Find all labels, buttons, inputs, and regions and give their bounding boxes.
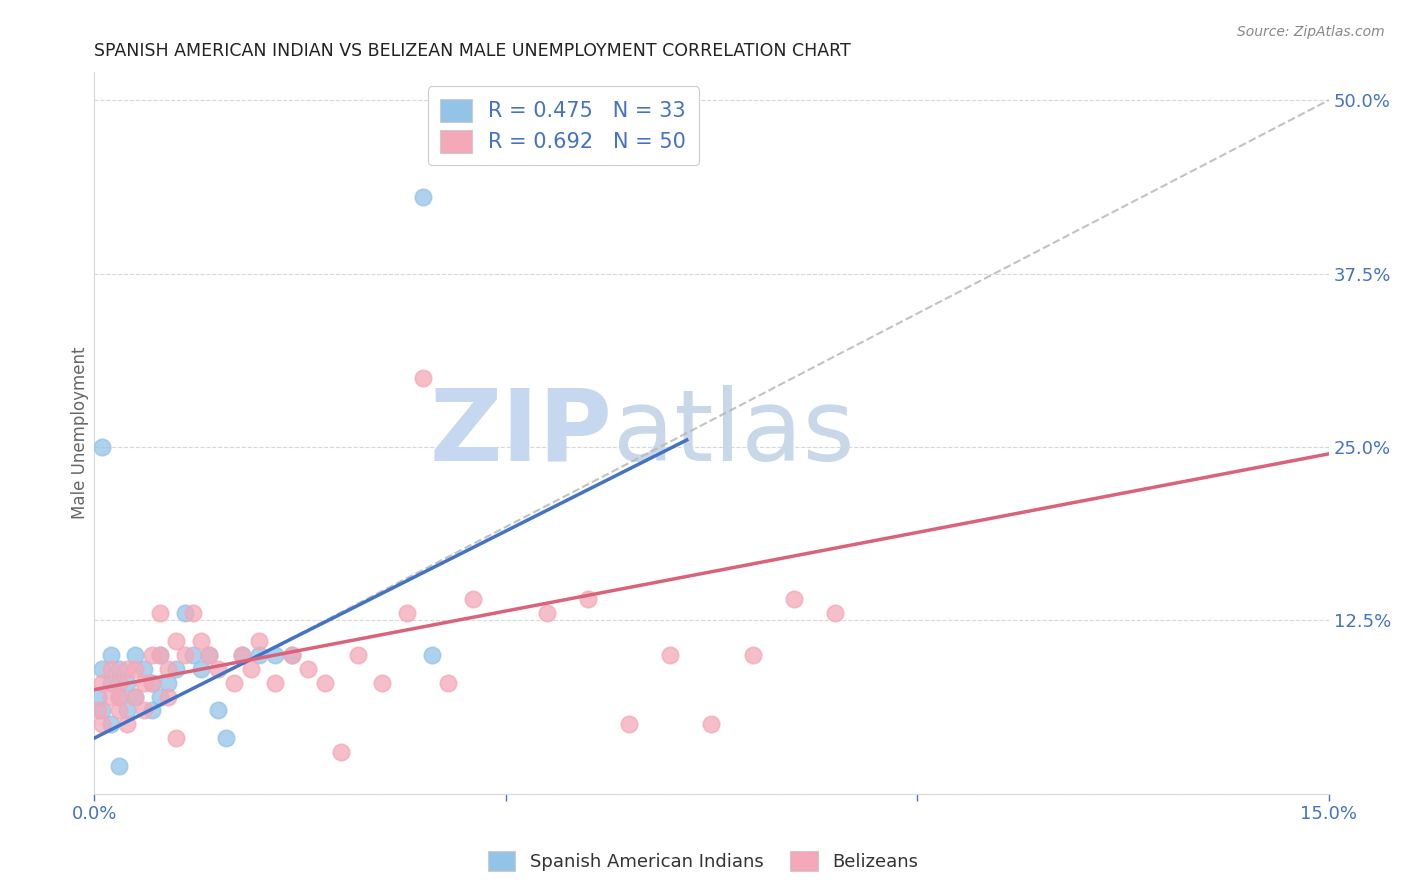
Point [100, 648, 122, 662]
Point [124, 648, 146, 662]
Text: SPANISH AMERICAN INDIAN VS BELIZEAN MALE UNEMPLOYMENT CORRELATION CHART: SPANISH AMERICAN INDIAN VS BELIZEAN MALE… [94, 42, 851, 60]
Point [207, 662, 229, 676]
Point [165, 662, 187, 676]
Point [181, 648, 204, 662]
Point [108, 690, 131, 704]
Point [100, 690, 122, 704]
Point [149, 607, 172, 621]
Legend: R = 0.475   N = 33, R = 0.692   N = 50: R = 0.475 N = 33, R = 0.692 N = 50 [427, 87, 699, 165]
Point [247, 634, 270, 648]
Point [280, 648, 302, 662]
Point [100, 675, 122, 690]
Point [91, 703, 114, 717]
Point [141, 648, 163, 662]
Point [124, 662, 146, 676]
Point [231, 648, 253, 662]
Point [91, 675, 114, 690]
Point [395, 607, 418, 621]
Point [231, 648, 253, 662]
Point [165, 634, 187, 648]
Point [157, 662, 180, 676]
Point [247, 648, 270, 662]
Point [132, 703, 155, 717]
Point [115, 717, 138, 731]
Point [100, 662, 122, 676]
Point [330, 745, 353, 759]
Point [173, 607, 195, 621]
Point [115, 675, 138, 690]
Point [198, 648, 221, 662]
Point [280, 648, 302, 662]
Point [314, 675, 336, 690]
Point [108, 690, 131, 704]
Point [264, 648, 287, 662]
Point [141, 703, 163, 717]
Point [700, 717, 723, 731]
Point [124, 690, 146, 704]
Point [149, 648, 172, 662]
Point [165, 731, 187, 746]
Point [91, 662, 114, 676]
Point [207, 703, 229, 717]
Point [824, 607, 846, 621]
Y-axis label: Male Unemployment: Male Unemployment [72, 347, 89, 519]
Point [617, 717, 640, 731]
Point [190, 634, 212, 648]
Point [108, 759, 131, 773]
Point [87, 703, 110, 717]
Point [124, 690, 146, 704]
Point [420, 648, 443, 662]
Point [157, 690, 180, 704]
Point [371, 675, 394, 690]
Point [115, 662, 138, 676]
Point [149, 648, 172, 662]
Point [346, 648, 368, 662]
Point [141, 675, 163, 690]
Point [87, 690, 110, 704]
Legend: Spanish American Indians, Belizeans: Spanish American Indians, Belizeans [481, 844, 925, 879]
Point [190, 662, 212, 676]
Point [297, 662, 319, 676]
Point [91, 440, 114, 454]
Point [132, 675, 155, 690]
Point [239, 662, 262, 676]
Point [108, 675, 131, 690]
Point [412, 370, 434, 384]
Point [115, 703, 138, 717]
Point [461, 592, 484, 607]
Point [741, 648, 763, 662]
Point [108, 662, 131, 676]
Point [132, 662, 155, 676]
Point [141, 675, 163, 690]
Point [222, 675, 245, 690]
Point [264, 675, 287, 690]
Point [215, 731, 238, 746]
Text: ZIP: ZIP [430, 384, 613, 482]
Text: atlas: atlas [613, 384, 855, 482]
Point [659, 648, 682, 662]
Point [91, 717, 114, 731]
Point [157, 675, 180, 690]
Point [198, 648, 221, 662]
Point [108, 703, 131, 717]
Point [149, 690, 172, 704]
Point [181, 607, 204, 621]
Point [412, 190, 434, 204]
Point [173, 648, 195, 662]
Point [536, 607, 558, 621]
Text: Source: ZipAtlas.com: Source: ZipAtlas.com [1237, 25, 1385, 39]
Point [576, 592, 599, 607]
Point [783, 592, 806, 607]
Point [100, 717, 122, 731]
Point [437, 675, 460, 690]
